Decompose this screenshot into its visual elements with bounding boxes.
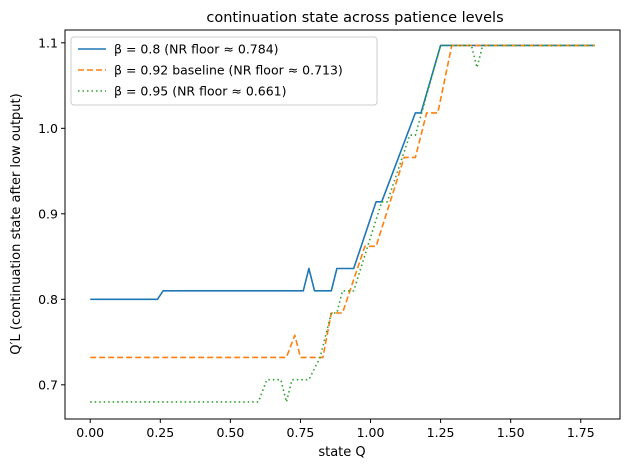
y-axis-label: Q′L (continuation state after low output… — [9, 93, 24, 354]
legend-box — [70, 36, 378, 106]
series-line-2 — [90, 44, 595, 359]
series-line-1 — [90, 44, 595, 301]
y-tick-label: 0.9 — [38, 206, 58, 221]
x-tick-label: 0.25 — [146, 425, 174, 440]
y-tick-label: 0.7 — [38, 377, 58, 392]
legend: β = 0.8 (NR floor ≈ 0.784) β = 0.92 basel… — [70, 36, 378, 106]
legend-label-1: β = 0.8 (NR floor ≈ 0.784) — [114, 42, 279, 57]
axes-frame — [64, 29, 621, 420]
legend-label-2: β = 0.92 baseline (NR floor ≈ 0.713) — [114, 63, 343, 78]
chart-title: continuation state across patience level… — [206, 10, 503, 26]
x-tick-label: 1.00 — [357, 425, 385, 440]
x-axis-label: state Q — [318, 445, 365, 460]
y-axis: 0.7 0.8 0.9 1.0 1.1 — [38, 35, 65, 392]
x-tick-label: 1.75 — [567, 425, 595, 440]
x-tick-label: 0.50 — [216, 425, 244, 440]
y-tick-label: 1.1 — [38, 35, 58, 50]
y-tick-label: 1.0 — [38, 121, 58, 136]
y-tick-label: 0.8 — [38, 292, 58, 307]
x-axis: 0.00 0.25 0.50 0.75 1.00 1.25 1.50 1.75 — [76, 419, 595, 440]
legend-label-3: β = 0.95 (NR floor ≈ 0.661) — [114, 84, 286, 99]
x-tick-label: 0.00 — [76, 425, 104, 440]
x-tick-label: 0.75 — [287, 425, 315, 440]
plot-area — [90, 44, 595, 403]
x-tick-label: 1.25 — [427, 425, 455, 440]
x-tick-label: 1.50 — [497, 425, 525, 440]
